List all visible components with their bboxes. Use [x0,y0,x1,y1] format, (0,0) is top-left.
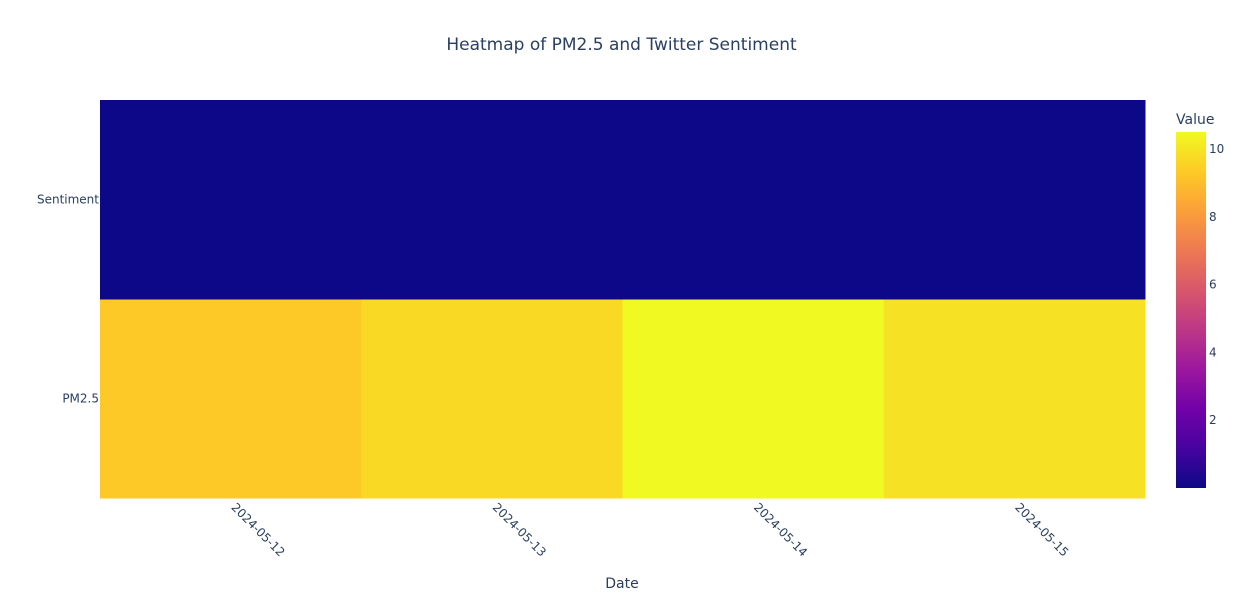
heatmap-cell [883,299,1146,499]
heatmap-cell [622,100,885,300]
colorbar-gradient [1176,132,1206,488]
y-tick-label: PM2.5 [62,392,99,406]
heatmap-cell [361,299,623,499]
heatmap-cell [883,100,1146,300]
heatmap-cell [100,100,362,300]
x-tick-label: 2024-05-14 [751,500,810,559]
colorbar-tick-label: 6 [1209,278,1217,292]
colorbar-tick-label: 4 [1209,345,1217,359]
colorbar-tick-label: 10 [1209,142,1224,156]
y-tick-label: Sentiment [37,193,99,207]
colorbar-tick-label: 8 [1209,210,1217,224]
colorbar-tick-label: 2 [1209,413,1217,427]
heatmap-cells [100,100,1146,499]
x-tick-label: 2024-05-13 [490,500,549,559]
heatmap-cell [100,299,362,499]
x-tick-label: 2024-05-12 [229,500,288,559]
colorbar: Value 2 4 6 8 10 [1176,112,1224,488]
heatmap-cell [622,299,885,499]
chart-title: Heatmap of PM2.5 and Twitter Sentiment [446,35,797,55]
x-axis-title: Date [605,576,638,592]
x-tick-label: 2024-05-15 [1012,500,1071,559]
colorbar-title: Value [1176,112,1214,128]
y-tick-labels: PM2.5 Sentiment [37,193,99,406]
x-tick-labels: 2024-05-12 2024-05-13 2024-05-14 2024-05-15 [229,500,1072,559]
colorbar-tick-labels: 2 4 6 8 10 [1209,142,1224,427]
heatmap-cell [361,100,623,300]
